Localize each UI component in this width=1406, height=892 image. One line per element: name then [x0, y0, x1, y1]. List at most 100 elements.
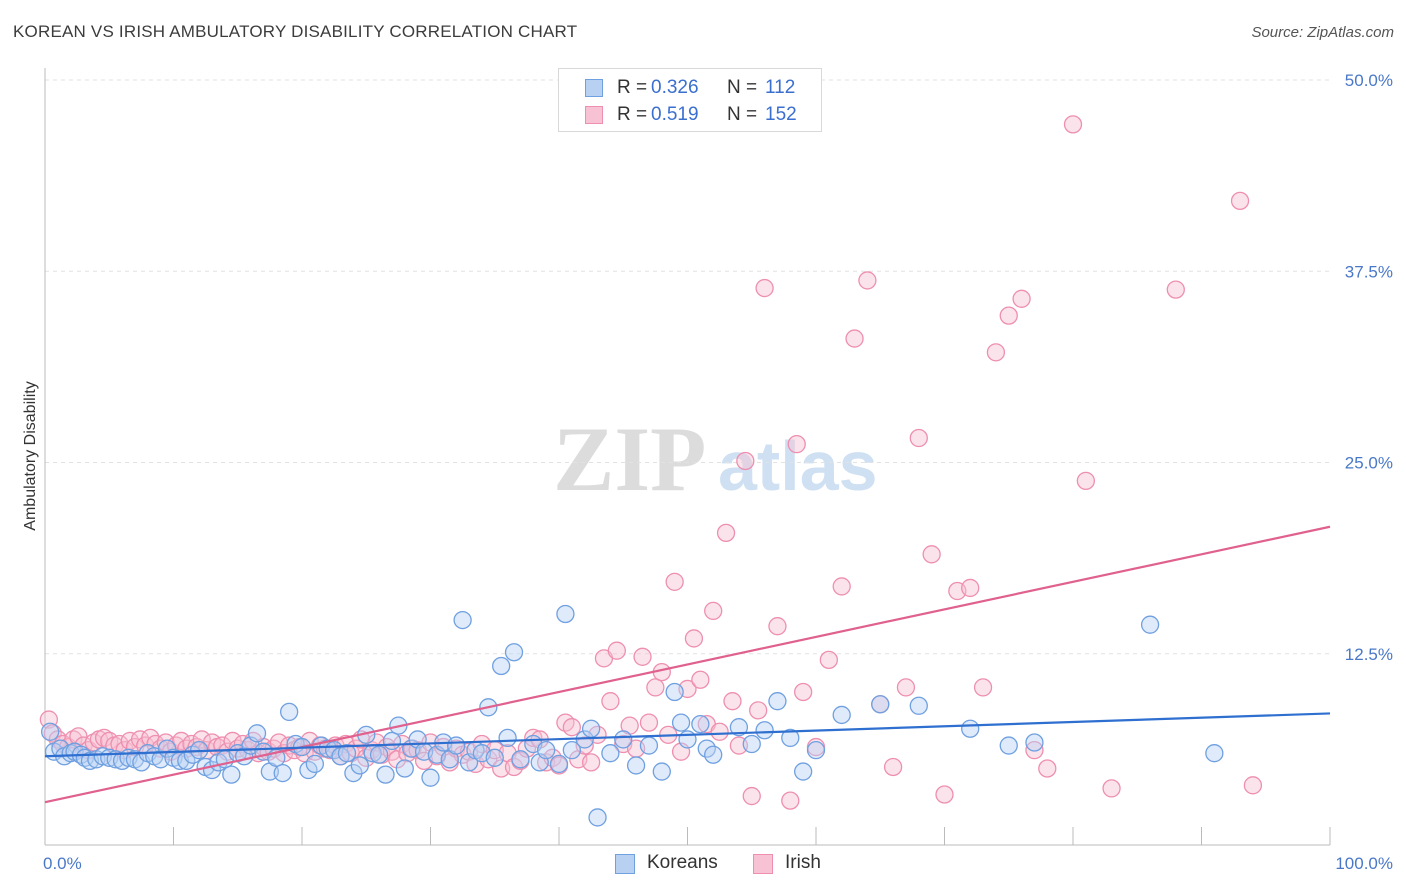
y-axis-label-group: Ambulatory Disability	[22, 381, 39, 530]
irish-point	[192, 730, 211, 749]
irish-point	[986, 343, 1006, 362]
korean-point	[273, 763, 292, 783]
korean-point	[806, 740, 826, 760]
irish-point	[691, 670, 710, 689]
n-value: 152	[765, 104, 797, 125]
irish-point	[1243, 776, 1263, 795]
irish-point	[607, 641, 626, 660]
korean-point	[222, 765, 241, 784]
irish-point	[346, 739, 366, 758]
korean-point	[350, 756, 369, 775]
legend-label-irish: Irish	[785, 852, 821, 873]
irish-point	[156, 733, 175, 752]
irish-point	[736, 451, 755, 471]
korean-point	[75, 748, 94, 767]
irish-point	[1025, 740, 1044, 760]
korean-point	[511, 750, 530, 769]
irish-point	[665, 572, 684, 591]
korean-point	[652, 762, 671, 781]
irish-point	[858, 271, 877, 290]
korean-point	[691, 714, 710, 734]
korean-point	[742, 734, 761, 754]
chart-title: KOREAN VS IRISH AMBULATORY DISABILITY CO…	[13, 22, 578, 41]
irish-point	[1102, 779, 1121, 798]
korean-point	[614, 730, 633, 749]
r-value: 0.326	[651, 77, 699, 98]
series-legend: Koreans Irish	[0, 852, 1406, 878]
irish-point	[999, 306, 1018, 325]
irish-point	[755, 278, 774, 298]
y-tick-label: 12.5%	[1345, 645, 1393, 664]
irish-point	[909, 428, 928, 448]
korean-point	[781, 728, 800, 748]
korean-point	[626, 756, 646, 775]
watermark: ZIP atlas	[553, 408, 878, 510]
n-value: 112	[765, 77, 796, 98]
irish-point	[768, 617, 787, 636]
irish-point	[845, 329, 864, 348]
korean-point	[447, 736, 466, 755]
irish-point	[819, 650, 838, 670]
korean-point	[704, 745, 723, 764]
irish-point	[935, 785, 954, 804]
korean-point	[794, 762, 813, 781]
irish-point	[961, 578, 980, 598]
korean-point	[601, 744, 620, 763]
irish-point	[1038, 759, 1057, 778]
korean-point	[279, 702, 299, 722]
x-tick-label-max: 100.0%	[1335, 854, 1393, 873]
irish-point	[787, 434, 806, 454]
irish-point	[723, 692, 742, 711]
y-tick-label: 50.0%	[1345, 71, 1393, 90]
axes	[44, 68, 1331, 846]
korean-point	[504, 643, 524, 662]
korean-point	[453, 610, 472, 630]
korean-point	[729, 718, 749, 737]
korean-point	[1140, 615, 1160, 634]
korean-point	[492, 656, 511, 676]
irish-point	[710, 722, 729, 741]
irish-point	[646, 678, 665, 697]
irish-legend-swatch	[753, 854, 773, 874]
stats-legend: R = 0.326 N = 112 R = 0.519 N = 152	[558, 68, 822, 132]
korean-point	[369, 745, 389, 764]
irish-point	[94, 728, 114, 748]
korean-point	[395, 759, 414, 778]
korean-point	[832, 705, 851, 725]
korean-point	[909, 696, 928, 715]
chart-source: Source: ZipAtlas.com	[1251, 24, 1394, 41]
irish-point	[1076, 471, 1095, 491]
y-tick-label: 37.5%	[1345, 262, 1393, 281]
korean-point	[999, 736, 1018, 755]
irish-point	[742, 786, 761, 806]
irish-point	[633, 647, 652, 666]
y-axis-label: Ambulatory Disability	[22, 381, 39, 530]
legend-label-koreans: Koreans	[647, 852, 718, 873]
irish-point	[69, 727, 88, 746]
korean-point	[961, 719, 980, 738]
r-value: 0.519	[651, 104, 699, 125]
korean-point	[1025, 733, 1044, 752]
korean-point	[537, 740, 556, 760]
r-label: R =	[617, 77, 648, 98]
korean-point	[671, 713, 691, 732]
irish-trend-line	[44, 525, 1331, 804]
korean-point	[421, 768, 440, 787]
korean-point	[498, 728, 517, 748]
irish-point	[1012, 289, 1031, 308]
korean-point	[376, 765, 395, 784]
n-label: N =	[727, 77, 758, 98]
korean-point	[562, 740, 581, 760]
x-tick-labels: 0.0% 100.0%	[43, 854, 1393, 873]
watermark-atlas: atlas	[718, 427, 878, 505]
korean-point	[581, 719, 601, 738]
irish-point	[832, 577, 851, 596]
korean-point	[305, 754, 325, 774]
koreans-legend-swatch	[615, 854, 635, 874]
korean-point	[556, 604, 575, 624]
korean-point	[382, 731, 402, 751]
irish-point	[639, 713, 659, 732]
korean-point	[549, 754, 569, 774]
n-label: N =	[727, 104, 758, 125]
irish-point	[896, 678, 916, 697]
